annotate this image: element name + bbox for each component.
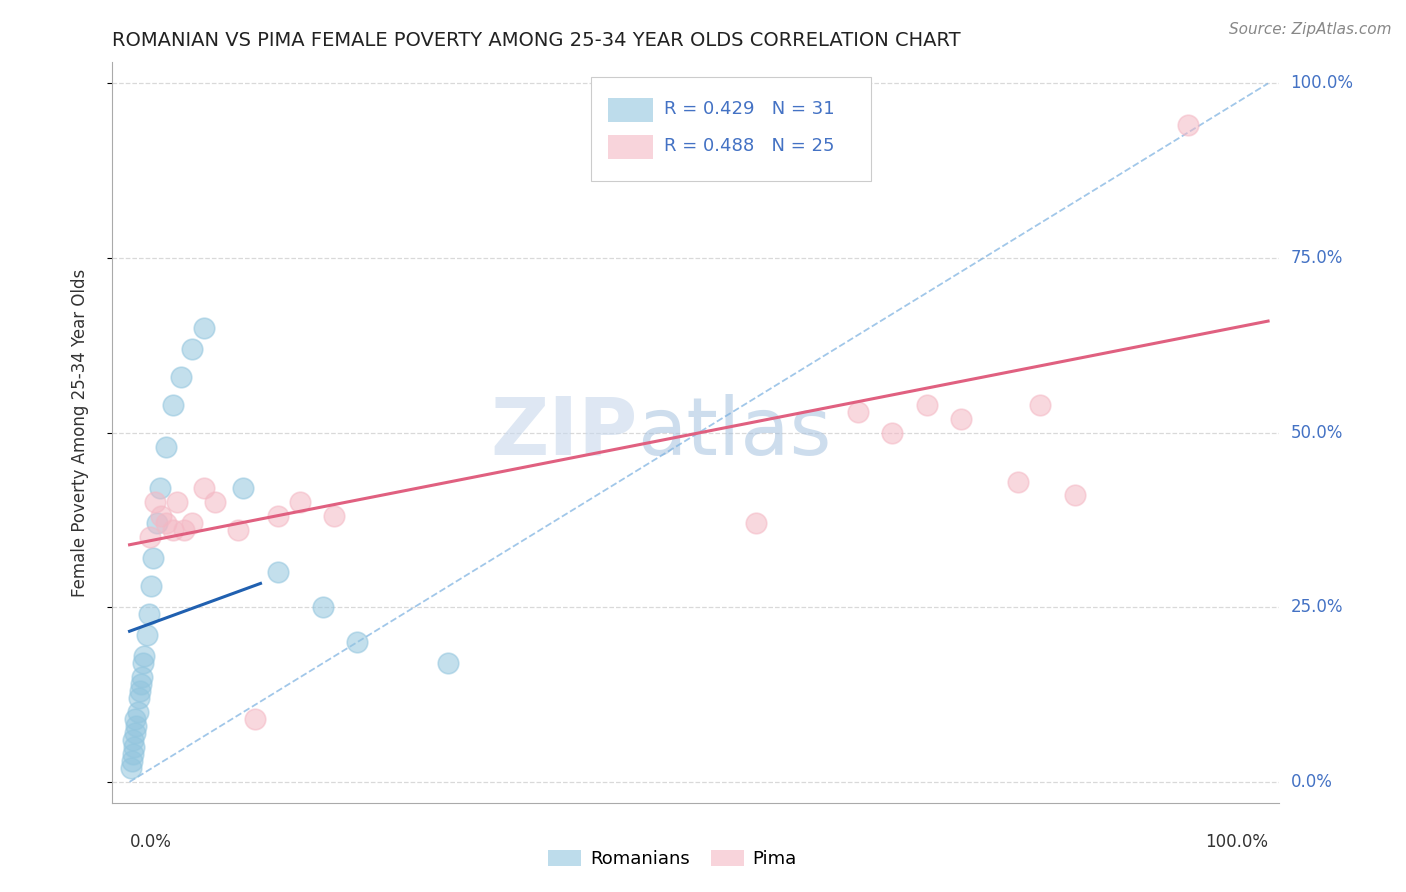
Point [128,684,150,698]
Point [134,649,156,664]
Legend: Romanians, Pima: Romanians, Pima [541,843,804,875]
Point [882,425,904,440]
Point [949,411,972,425]
Point [122,747,145,761]
Text: ROMANIAN VS PIMA FEMALE POVERTY AMONG 25-34 YEAR OLDS CORRELATION CHART: ROMANIAN VS PIMA FEMALE POVERTY AMONG 25… [112,30,962,50]
FancyBboxPatch shape [609,98,652,121]
Point [181,516,204,531]
Point [135,628,157,642]
Point [162,524,184,538]
Point [1029,398,1052,412]
Point [846,405,869,419]
Point [266,566,288,580]
Point [138,607,160,622]
Point [122,733,145,747]
Point [121,754,143,768]
FancyBboxPatch shape [609,135,652,159]
Text: R = 0.429   N = 31: R = 0.429 N = 31 [665,100,835,118]
Point [149,482,172,496]
Point [124,712,146,726]
Point [139,530,162,544]
Point [155,440,177,454]
Point [150,509,173,524]
Point [132,656,155,670]
Text: 100.0%: 100.0% [1291,74,1354,93]
Text: 0.0%: 0.0% [1291,772,1333,791]
Point [745,516,768,531]
Point [131,670,153,684]
Point [266,509,288,524]
Point [128,691,150,706]
Point [437,656,460,670]
Point [162,398,184,412]
Point [141,579,163,593]
Point [193,482,215,496]
Point [120,761,142,775]
Point [915,398,938,412]
FancyBboxPatch shape [591,78,872,181]
Point [290,495,312,509]
Point [232,482,254,496]
Point [181,342,204,356]
Point [204,495,226,509]
Point [226,524,249,538]
Text: 100.0%: 100.0% [1205,833,1268,851]
Point [243,712,266,726]
Point [146,516,169,531]
Point [122,739,145,754]
Point [323,509,346,524]
Text: Source: ZipAtlas.com: Source: ZipAtlas.com [1229,22,1392,37]
Point [142,551,165,566]
Point [127,705,149,719]
Point [1177,118,1199,132]
Text: ZIP: ZIP [491,393,638,472]
Point [143,495,166,509]
Point [1007,475,1029,489]
Point [125,719,148,733]
Point [312,600,335,615]
Point [1063,488,1085,502]
Text: 0.0%: 0.0% [129,833,172,851]
Point [193,321,215,335]
Point [129,677,152,691]
Text: 50.0%: 50.0% [1291,424,1343,442]
Point [170,369,193,384]
Point [173,524,195,538]
Point [801,112,824,126]
Point [166,495,188,509]
Text: R = 0.488   N = 25: R = 0.488 N = 25 [665,137,835,155]
Text: 25.0%: 25.0% [1291,599,1343,616]
Y-axis label: Female Poverty Among 25-34 Year Olds: Female Poverty Among 25-34 Year Olds [70,268,89,597]
Text: 75.0%: 75.0% [1291,249,1343,267]
Point [124,726,146,740]
Text: atlas: atlas [638,393,832,472]
Point [346,635,368,649]
Point [155,516,177,531]
